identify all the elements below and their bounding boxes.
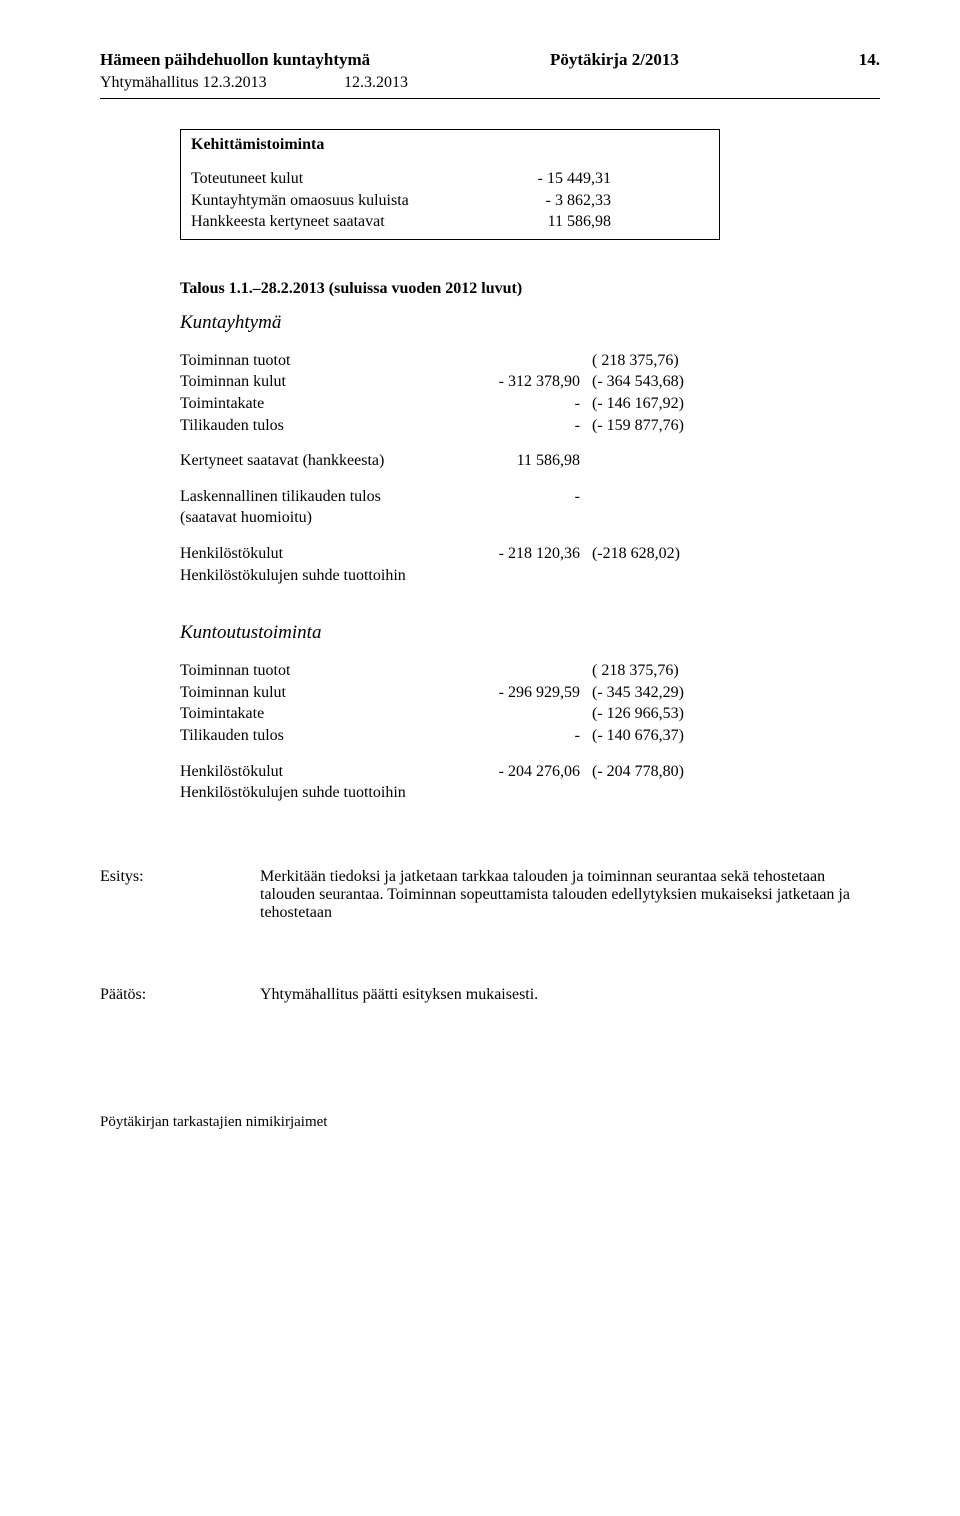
box-row: Toteutuneet kulut - 15 449,31	[191, 168, 709, 190]
row-c2: (- 140 676,37)	[592, 725, 752, 747]
subheader: Yhtymähallitus 12.3.2013 12.3.2013	[100, 74, 880, 92]
row-c2: (- 204 778,80)	[592, 761, 752, 783]
footer: Pöytäkirjan tarkastajien nimikirjaimet	[100, 1114, 880, 1131]
box-row-label: Hankkeesta kertyneet saatavat	[191, 211, 491, 233]
divider	[100, 98, 880, 99]
header-page: 14.	[859, 50, 880, 70]
paatos-label: Päätös:	[100, 986, 260, 1004]
row-label: Henkilöstökulujen suhde tuottoihin	[180, 782, 440, 804]
row-c1: - 312 378,90	[440, 371, 592, 393]
box-row-value: 11 586,98	[491, 211, 611, 233]
row-c1	[440, 660, 592, 682]
section-title-kuntayhtyma: Kuntayhtymä	[180, 312, 880, 334]
data-row: Toimintakate - (- 146 167,92)	[180, 393, 880, 415]
header-org: Hämeen päihdehuollon kuntayhtymä	[100, 50, 370, 70]
box-row-label: Toteutuneet kulut	[191, 168, 491, 190]
row-c2: (- 159 877,76)	[592, 415, 752, 437]
row-label: Toiminnan tuotot	[180, 350, 440, 372]
row-label: Kertyneet saatavat (hankkeesta)	[180, 450, 440, 472]
kehittamistoiminta-box: Kehittämistoiminta Toteutuneet kulut - 1…	[180, 129, 720, 240]
data-row: Toiminnan tuotot ( 218 375,76)	[180, 350, 880, 372]
row-label: Toiminnan kulut	[180, 682, 440, 704]
box-row: Hankkeesta kertyneet saatavat 11 586,98	[191, 211, 709, 233]
row-c1: - 204 276,06	[440, 761, 592, 783]
row-c2: ( 218 375,76)	[592, 350, 752, 372]
esitys-block: Esitys: Merkitään tiedoksi ja jatketaan …	[100, 868, 880, 922]
row-c1: -	[440, 393, 592, 415]
row-c1	[440, 350, 592, 372]
row-label: Toimintakate	[180, 703, 440, 725]
row-c2: (-218 628,02)	[592, 543, 752, 565]
row-c1: -	[440, 415, 592, 437]
esitys-label: Esitys:	[100, 868, 260, 922]
data-row: Henkilöstökulujen suhde tuottoihin	[180, 782, 880, 804]
subheader-right: 12.3.2013	[344, 74, 408, 91]
subheader-left: Yhtymähallitus 12.3.2013	[100, 74, 340, 92]
row-label: (saatavat huomioitu)	[180, 507, 440, 529]
row-c2	[592, 450, 752, 472]
row-c1: - 218 120,36	[440, 543, 592, 565]
data-row: Toiminnan kulut - 296 929,59 (- 345 342,…	[180, 682, 880, 704]
paatos-text: Yhtymähallitus päätti esityksen mukaises…	[260, 986, 880, 1004]
row-c1: -	[440, 486, 592, 508]
row-c2: (- 126 966,53)	[592, 703, 752, 725]
content: Kehittämistoiminta Toteutuneet kulut - 1…	[180, 129, 880, 804]
section-title-kuntoutustoiminta: Kuntoutustoiminta	[180, 622, 880, 644]
data-row: Toimintakate (- 126 966,53)	[180, 703, 880, 725]
data-row: Henkilöstökulut - 218 120,36 (-218 628,0…	[180, 543, 880, 565]
data-row: Tilikauden tulos - (- 140 676,37)	[180, 725, 880, 747]
talous-heading: Talous 1.1.–28.2.2013 (suluissa vuoden 2…	[180, 280, 880, 298]
page: Hämeen päihdehuollon kuntayhtymä Pöytäki…	[0, 0, 960, 1191]
data-row: Henkilöstökulujen suhde tuottoihin	[180, 565, 880, 587]
row-label: Laskennallinen tilikauden tulos	[180, 486, 440, 508]
box-row-value: - 15 449,31	[491, 168, 611, 190]
row-label: Toiminnan kulut	[180, 371, 440, 393]
row-label: Henkilöstökulut	[180, 543, 440, 565]
header-doc: Pöytäkirja 2/2013	[550, 50, 679, 70]
data-row: Toiminnan kulut - 312 378,90 (- 364 543,…	[180, 371, 880, 393]
esitys-text: Merkitään tiedoksi ja jatketaan tarkkaa …	[260, 868, 880, 922]
row-c2	[592, 507, 752, 529]
data-row: (saatavat huomioitu)	[180, 507, 880, 529]
row-c2	[592, 486, 752, 508]
row-c2: (- 146 167,92)	[592, 393, 752, 415]
row-label: Henkilöstökulut	[180, 761, 440, 783]
row-c2: (- 345 342,29)	[592, 682, 752, 704]
row-c1	[440, 507, 592, 529]
row-c2: ( 218 375,76)	[592, 660, 752, 682]
data-row: Kertyneet saatavat (hankkeesta) 11 586,9…	[180, 450, 880, 472]
row-c1: - 296 929,59	[440, 682, 592, 704]
row-label: Toimintakate	[180, 393, 440, 415]
row-c2: (- 364 543,68)	[592, 371, 752, 393]
box-row-label: Kuntayhtymän omaosuus kuluista	[191, 190, 491, 212]
box-row: Kuntayhtymän omaosuus kuluista - 3 862,3…	[191, 190, 709, 212]
box-row-value: - 3 862,33	[491, 190, 611, 212]
header: Hämeen päihdehuollon kuntayhtymä Pöytäki…	[100, 50, 880, 70]
row-label: Henkilöstökulujen suhde tuottoihin	[180, 565, 440, 587]
row-label: Toiminnan tuotot	[180, 660, 440, 682]
row-c1: -	[440, 725, 592, 747]
row-c1	[440, 703, 592, 725]
box-title: Kehittämistoiminta	[191, 136, 709, 154]
paatos-block: Päätös: Yhtymähallitus päätti esityksen …	[100, 986, 880, 1004]
data-row: Tilikauden tulos - (- 159 877,76)	[180, 415, 880, 437]
row-label: Tilikauden tulos	[180, 415, 440, 437]
data-row: Henkilöstökulut - 204 276,06 (- 204 778,…	[180, 761, 880, 783]
row-c1: 11 586,98	[440, 450, 592, 472]
data-row: Laskennallinen tilikauden tulos -	[180, 486, 880, 508]
data-row: Toiminnan tuotot ( 218 375,76)	[180, 660, 880, 682]
row-label: Tilikauden tulos	[180, 725, 440, 747]
